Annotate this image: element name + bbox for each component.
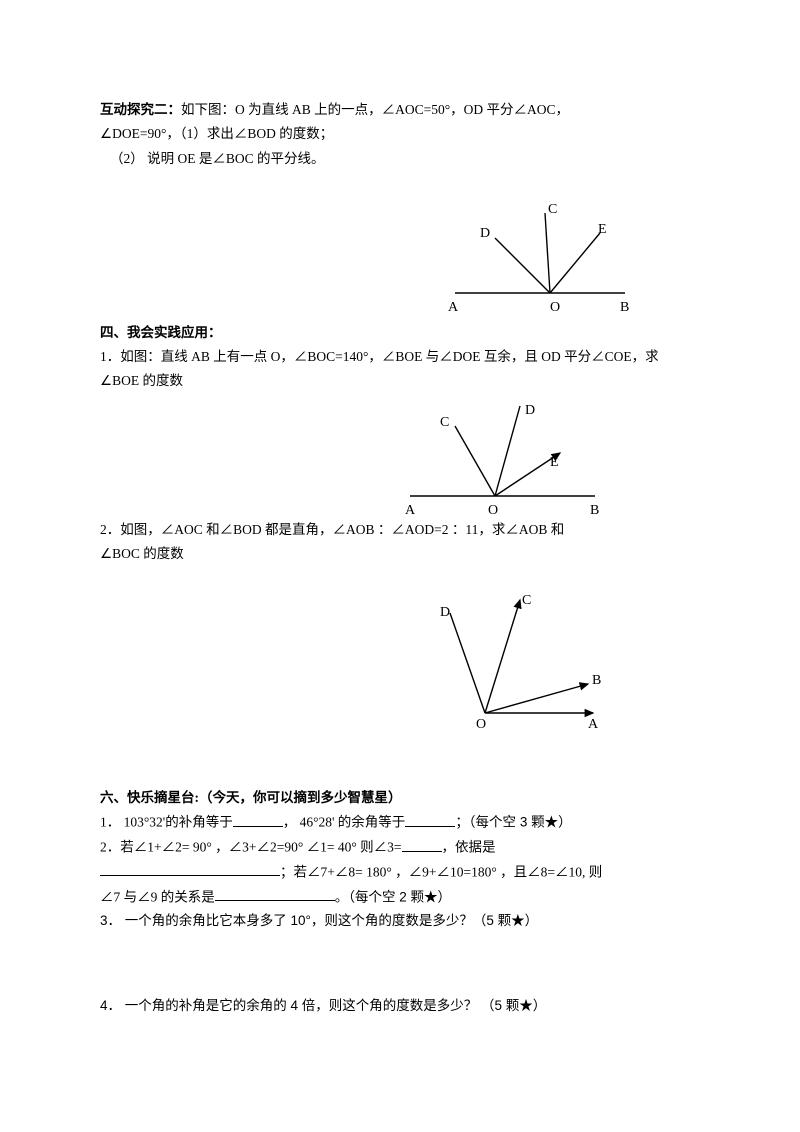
- fig1-C: C: [548, 202, 557, 217]
- sec6-q2-c: ；若∠7+∠8= 180° ，∠9+∠10=180° ，且∠8=∠10, 则: [280, 864, 602, 879]
- blank: [215, 887, 335, 902]
- sec6-q2-l2: ；若∠7+∠8= 180° ，∠9+∠10=180° ，且∠8=∠10, 则: [100, 862, 700, 883]
- sec6-q2-l1: 2．若∠1+∠2= 90° ，∠3+∠2=90° ∠1= 40° 则∠3= ，依据…: [100, 837, 700, 858]
- figure-2: A B O C D E: [400, 396, 610, 516]
- sec6-q2-e: 。（每个空 2 颗★）: [335, 889, 451, 904]
- sec6-q1: 1． 103°32'的补角等于 ， 46°28' 的余角等于 ；（每个空 3 颗★）: [100, 812, 700, 833]
- sec6-q4: 4． 一个角的补角是它的余角的 4 倍，则这个角的度数是多少？ （5 颗★）: [100, 996, 700, 1016]
- sec6-heading: 六、快乐摘星台:（今天，你可以摘到多少智慧星）: [100, 788, 700, 808]
- fig3-O: O: [476, 717, 486, 728]
- fig2-D: D: [525, 403, 535, 418]
- sec6-q2-l3: ∠7 与∠9 的关系是 。（每个空 2 颗★）: [100, 887, 700, 908]
- fig1-B: B: [620, 300, 629, 315]
- hudong2-line1: 如下图：O 为直线 AB 上的一点，∠AOC=50°，OD 平分∠AOC，: [181, 102, 569, 117]
- sec4-q2a: 2．如图，∠AOC 和∠BOD 都是直角，∠AOB ：∠AOD=2 ：11，求∠…: [100, 520, 700, 540]
- hudong2-line2: ∠DOE=90°，（1）求出∠BOD 的度数；: [100, 124, 700, 144]
- fig3-D: D: [440, 605, 450, 620]
- fig1-O: O: [550, 300, 560, 315]
- fig3-A: A: [588, 717, 599, 728]
- blank: [233, 812, 283, 827]
- sec4-q1b: ∠BOE 的度数: [100, 371, 700, 391]
- fig2-E: E: [550, 455, 559, 470]
- fig1-D: D: [480, 226, 490, 241]
- fig1-A: A: [448, 300, 459, 315]
- sec4-q1a: 1．如图：直线 AB 上有一点 O，∠BOC=140°，∠BOE 与∠DOE 互…: [100, 347, 700, 367]
- sec6-q2-a: 2．若∠1+∠2= 90° ，∠3+∠2=90° ∠1= 40° 则∠3=: [100, 840, 402, 855]
- sec6-q2-b: ，依据是: [442, 840, 496, 855]
- fig3-B: B: [592, 673, 601, 688]
- fig2-O: O: [488, 503, 498, 516]
- worksheet-page: 互动探究二：如下图：O 为直线 AB 上的一点，∠AOC=50°，OD 平分∠A…: [0, 0, 800, 1060]
- hudong2-line3: （2） 说明 OE 是∠BOC 的平分线。: [100, 149, 700, 169]
- blank: [405, 812, 455, 827]
- fig2-C: C: [440, 415, 449, 430]
- sec4-q2b: ∠BOC 的度数: [100, 544, 700, 564]
- fig3-C: C: [522, 593, 531, 608]
- blank: [402, 837, 442, 852]
- sec4-heading: 四、我会实践应用：: [100, 323, 700, 343]
- blank: [100, 862, 280, 877]
- sec6-q1-b: ， 46°28' 的余角等于: [283, 815, 406, 830]
- fig2-A: A: [405, 503, 416, 516]
- sec6-q1-a: 1． 103°32'的补角等于: [100, 815, 233, 830]
- hudong2-heading: 互动探究二：: [100, 102, 181, 117]
- figure-3: O A B C D: [440, 588, 610, 728]
- fig2-B: B: [590, 503, 599, 516]
- sec6-q1-c: ；（每个空 3 颗★）: [455, 815, 571, 830]
- figure-1: A B O D C E: [440, 193, 640, 323]
- fig1-E: E: [598, 222, 607, 237]
- hudong2-block: 互动探究二：如下图：O 为直线 AB 上的一点，∠AOC=50°，OD 平分∠A…: [100, 100, 700, 120]
- sec6-q2-d: ∠7 与∠9 的关系是: [100, 889, 215, 904]
- sec6-q3: 3． 一个角的余角比它本身多了 10°，则这个角的度数是多少？（5 颗★）: [100, 911, 700, 931]
